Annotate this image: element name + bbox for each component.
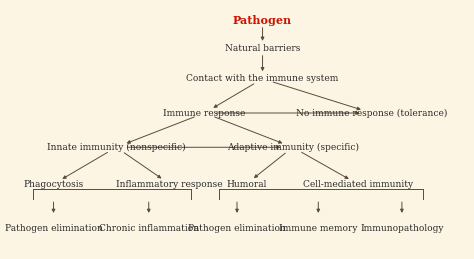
Text: Contact with the immune system: Contact with the immune system xyxy=(186,74,339,83)
Text: Immune memory: Immune memory xyxy=(279,224,357,233)
Text: Immunopathology: Immunopathology xyxy=(360,224,444,233)
Text: Pathogen elimination: Pathogen elimination xyxy=(5,224,102,233)
Text: No immune response (tolerance): No immune response (tolerance) xyxy=(296,109,447,118)
Text: Cell-mediated immunity: Cell-mediated immunity xyxy=(303,179,413,189)
Text: Humoral: Humoral xyxy=(226,179,266,189)
Text: Adaptive immunity (specific): Adaptive immunity (specific) xyxy=(227,143,359,152)
Text: Immune response: Immune response xyxy=(164,109,246,118)
Text: Natural barriers: Natural barriers xyxy=(225,44,300,53)
Text: Chronic inflammation: Chronic inflammation xyxy=(99,224,199,233)
Text: Pathogen: Pathogen xyxy=(233,15,292,26)
Text: Inflammatory response: Inflammatory response xyxy=(116,179,223,189)
Text: Innate immunity (nonspecific): Innate immunity (nonspecific) xyxy=(47,143,185,152)
Text: Phagocytosis: Phagocytosis xyxy=(23,179,83,189)
Text: Pathogen elimination: Pathogen elimination xyxy=(188,224,286,233)
